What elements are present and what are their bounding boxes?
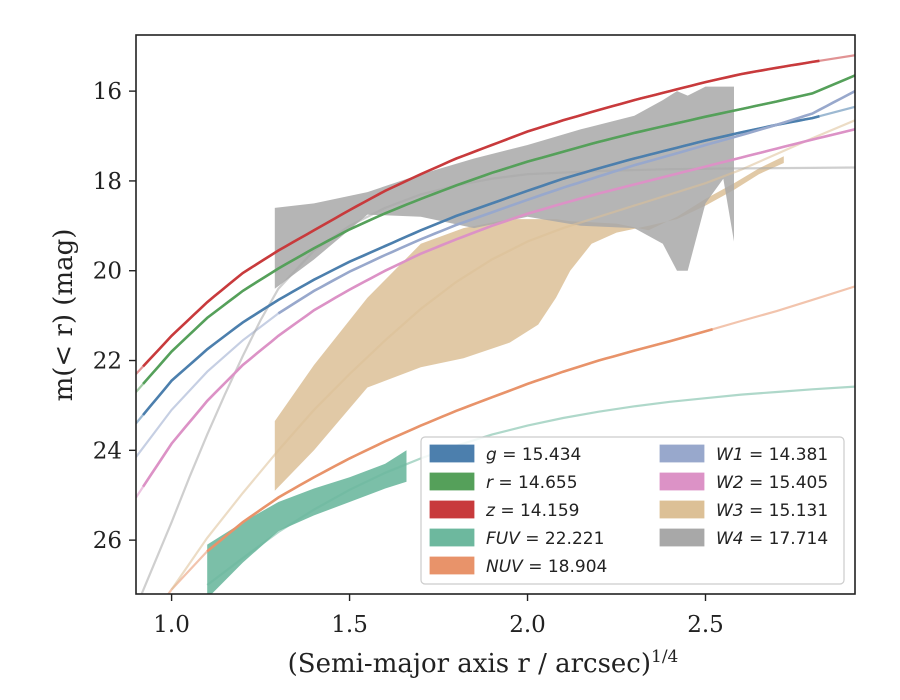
plot-area	[136, 54, 855, 594]
legend-swatch-g	[429, 444, 475, 463]
model-curve-W3	[170, 119, 855, 591]
legend-symbol: z	[485, 501, 496, 521]
legend-label-NUV: NUV = 18.904	[486, 557, 607, 577]
y-axis-label: m(< r) (mag)	[49, 229, 79, 402]
legend-label-FUV: FUV = 22.221	[486, 529, 604, 549]
y-tick-label: 18	[93, 169, 122, 195]
legend-label-r: r = 14.655	[486, 473, 578, 493]
legend-label-W2: W2 = 15.405	[716, 473, 828, 493]
legend-swatch-W3	[659, 500, 705, 519]
y-axis-ticks: 16 18 20 22 24 26	[93, 79, 136, 554]
x-axis-label-text: (Semi-major axis r / arcsec)	[288, 649, 651, 679]
x-axis-ticks: 1.0 1.5 2.0 2.5	[153, 594, 724, 638]
legend-value: = 14.159	[495, 501, 580, 521]
legend-value: = 15.131	[744, 501, 829, 521]
legend-label-W3: W3 = 15.131	[716, 501, 828, 521]
legend-swatch-NUV	[429, 556, 475, 575]
legend-swatch-W1	[659, 444, 705, 463]
legend-symbol: W4	[716, 529, 744, 549]
legend-symbol: W3	[716, 501, 744, 521]
y-tick-label: 24	[93, 438, 122, 464]
legend-value: = 15.405	[744, 473, 829, 493]
data-line-g	[142, 114, 820, 416]
legend-swatch-W4	[659, 528, 705, 547]
x-tick-label: 1.5	[331, 612, 368, 638]
legend-symbol: W2	[716, 473, 744, 493]
legend-value: = 14.655	[493, 473, 578, 493]
y-tick-label: 20	[93, 259, 122, 285]
data-line-NUV	[206, 328, 713, 553]
legend-symbol: r	[486, 473, 494, 493]
model-curve-W4	[140, 166, 855, 594]
band-W3	[274, 156, 784, 491]
legend-value: = 22.221	[520, 529, 605, 549]
legend-symbol: g	[486, 445, 497, 465]
legend-swatch-z	[429, 500, 475, 519]
legend-label-W1: W1 = 14.381	[716, 445, 828, 465]
plot-frame	[135, 34, 856, 595]
legend-symbol: FUV	[486, 529, 521, 549]
series-data-lines	[142, 59, 855, 553]
data-line-W1	[277, 89, 855, 315]
y-tick-label: 26	[93, 528, 122, 554]
data-line-W2	[142, 128, 855, 488]
legend-swatch-r	[429, 472, 475, 491]
y-tick-label: 16	[93, 79, 122, 105]
legend-label-g: g = 15.434	[486, 445, 581, 465]
data-line-r	[142, 74, 855, 385]
x-axis-label: (Semi-major axis r / arcsec)1/4	[288, 647, 679, 679]
legend-symbol: W1	[716, 445, 744, 465]
legend-value: = 17.714	[744, 529, 829, 549]
data-line-z	[142, 59, 820, 368]
legend-swatch-W2	[659, 472, 705, 491]
x-tick-label: 2.5	[687, 612, 724, 638]
legend-box	[420, 436, 845, 585]
y-tick-label: 22	[93, 349, 122, 375]
legend-value: = 14.381	[744, 445, 829, 465]
legend-symbol: NUV	[486, 557, 524, 577]
legend-label-z: z = 14.159	[485, 501, 579, 521]
x-tick-label: 2.0	[509, 612, 546, 638]
x-axis-label-exponent: 1/4	[651, 647, 678, 667]
legend-value: = 18.904	[523, 557, 608, 577]
x-tick-label: 1.0	[153, 612, 190, 638]
legend-swatch-FUV	[429, 528, 475, 547]
model-curve-FUV	[206, 385, 855, 586]
legend-value: = 15.434	[497, 445, 582, 465]
legend-label-W4: W4 = 17.714	[716, 529, 828, 549]
